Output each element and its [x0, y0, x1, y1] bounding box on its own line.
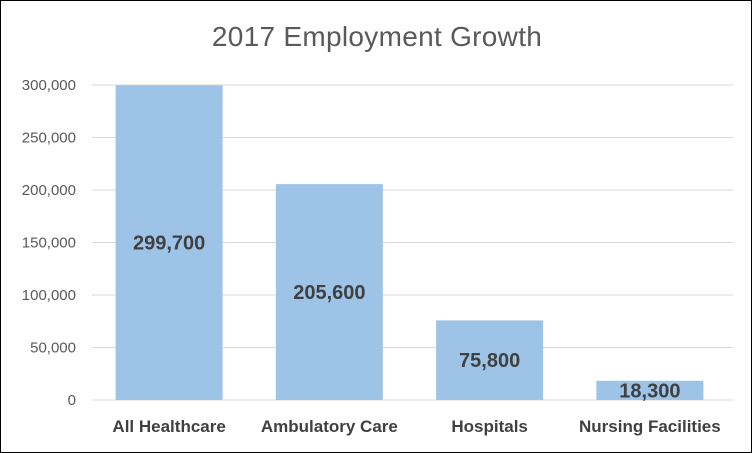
bar [275, 184, 383, 400]
bar-data-label: 205,600 [293, 282, 365, 304]
bar-data-label: 18,300 [619, 380, 680, 402]
data-labels: 299,700 205,600 75,800 18,300 [133, 233, 680, 403]
bars [115, 85, 704, 400]
x-category-label: Nursing Facilities [579, 417, 721, 436]
y-tick-label: 300,000 [22, 77, 76, 94]
x-category-label: All Healthcare [112, 417, 225, 436]
bar [436, 320, 544, 400]
y-tick-label: 150,000 [22, 235, 76, 252]
y-tick-label: 50,000 [30, 340, 76, 357]
y-axis-ticks: 0 50,000 100,000 150,000 200,000 250,000 300,0… [22, 77, 76, 409]
x-axis-categories: All Healthcare Ambulatory Care Hospitals Nu… [112, 417, 720, 436]
chart-title: 2017 Employment Growth [211, 21, 543, 52]
x-category-label: Ambulatory Care [261, 417, 398, 436]
bar-data-label: 75,800 [459, 350, 520, 372]
x-category-label: Hospitals [451, 417, 528, 436]
y-tick-label: 250,000 [22, 130, 76, 147]
bar [115, 85, 223, 400]
bar-data-label: 299,700 [133, 233, 205, 255]
y-tick-label: 100,000 [22, 287, 76, 304]
y-tick-label: 200,000 [22, 182, 76, 199]
y-tick-label: 0 [68, 392, 76, 409]
bar [596, 380, 704, 400]
